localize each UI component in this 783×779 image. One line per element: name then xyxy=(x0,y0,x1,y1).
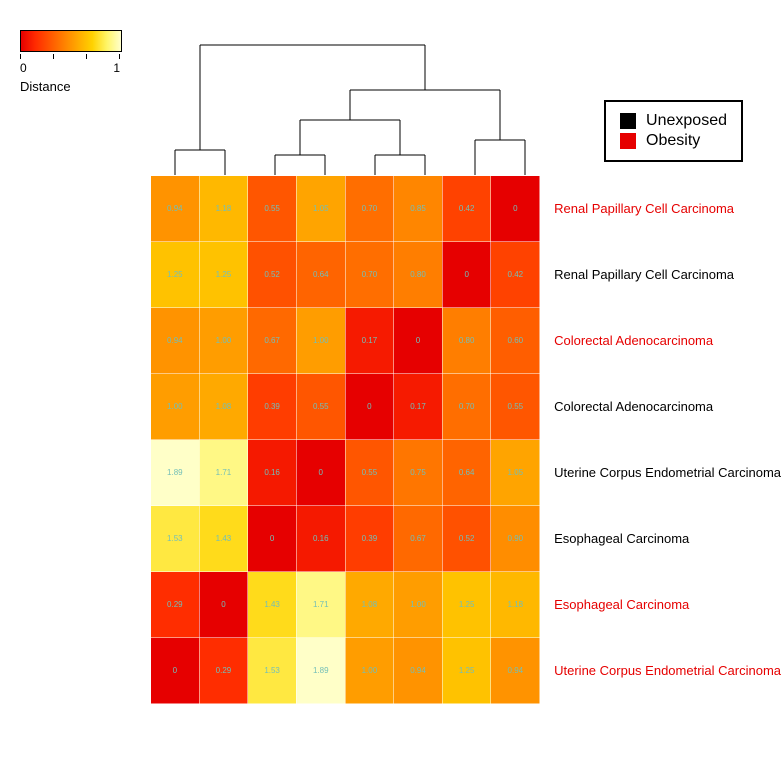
row-label: Uterine Corpus Endometrial Carcinoma xyxy=(540,638,783,704)
heatmap-cell: 0.90 xyxy=(491,506,540,572)
heatmap-cell: 1.89 xyxy=(296,638,345,704)
heatmap-cell: 0.94 xyxy=(151,176,200,242)
heatmap-row: 1.001.080.390.5500.170.700.55Colorectal … xyxy=(151,374,783,440)
heatmap-cell: 1.25 xyxy=(199,242,248,308)
row-label: Renal Papillary Cell Carcinoma xyxy=(540,176,783,242)
heatmap-cell: 0 xyxy=(491,176,540,242)
heatmap-cell: 1.89 xyxy=(151,440,200,506)
heatmap-row: 1.251.250.520.640.700.8000.42Renal Papil… xyxy=(151,242,783,308)
heatmap-cell: 0.85 xyxy=(394,176,443,242)
legend: Unexposed Obesity xyxy=(604,100,743,162)
heatmap-cell: 1.25 xyxy=(151,242,200,308)
heatmap-cell: 0.52 xyxy=(442,506,491,572)
heatmap-cell: 0.67 xyxy=(248,308,297,374)
heatmap-cell: 1.71 xyxy=(296,572,345,638)
heatmap-cell: 0 xyxy=(394,308,443,374)
heatmap-cell: 0.64 xyxy=(442,440,491,506)
heatmap-cell: 0.60 xyxy=(491,308,540,374)
heatmap-cell: 1.25 xyxy=(442,638,491,704)
row-label: Colorectal Adenocarcinoma xyxy=(540,374,783,440)
heatmap-cell: 0 xyxy=(151,638,200,704)
row-label: Uterine Corpus Endometrial Carcinoma xyxy=(540,440,783,506)
row-label: Colorectal Adenocarcinoma xyxy=(540,308,783,374)
heatmap: 0.941.180.551.050.700.850.420Renal Papil… xyxy=(150,175,783,704)
heatmap-cell: 0.94 xyxy=(151,308,200,374)
heatmap-cell: 0.29 xyxy=(199,638,248,704)
heatmap-row: 0.941.000.671.000.1700.800.60Colorectal … xyxy=(151,308,783,374)
heatmap-row: 00.291.531.891.000.941.250.94Uterine Cor… xyxy=(151,638,783,704)
row-label: Esophageal Carcinoma xyxy=(540,572,783,638)
heatmap-cell: 1.43 xyxy=(248,572,297,638)
heatmap-cell: 0.52 xyxy=(248,242,297,308)
heatmap-cell: 1.05 xyxy=(296,176,345,242)
colorbar-min: 0 xyxy=(20,61,27,75)
heatmap-cell: 1.53 xyxy=(151,506,200,572)
heatmap-cell: 0.39 xyxy=(248,374,297,440)
heatmap-cell: 1.25 xyxy=(442,572,491,638)
heatmap-cell: 1.00 xyxy=(345,638,394,704)
heatmap-cell: 0.29 xyxy=(151,572,200,638)
heatmap-cell: 1.18 xyxy=(491,572,540,638)
heatmap-cell: 0.16 xyxy=(296,506,345,572)
colorbar-ticks xyxy=(20,54,120,59)
colorbar-gradient xyxy=(20,30,122,52)
column-dendrogram xyxy=(150,30,550,175)
heatmap-row: 1.891.710.1600.550.750.641.05Uterine Cor… xyxy=(151,440,783,506)
heatmap-cell: 0.80 xyxy=(394,242,443,308)
heatmap-cell: 0.55 xyxy=(345,440,394,506)
heatmap-cell: 1.53 xyxy=(248,638,297,704)
colorbar: 0 1 Distance xyxy=(20,30,122,94)
heatmap-cell: 0.16 xyxy=(248,440,297,506)
heatmap-cell: 0 xyxy=(248,506,297,572)
heatmap-cell: 0.55 xyxy=(491,374,540,440)
heatmap-cell: 0.17 xyxy=(394,374,443,440)
row-label: Esophageal Carcinoma xyxy=(540,506,783,572)
heatmap-cell: 1.43 xyxy=(199,506,248,572)
heatmap-cell: 0.42 xyxy=(491,242,540,308)
colorbar-labels: 0 1 xyxy=(20,61,120,75)
heatmap-row: 0.941.180.551.050.700.850.420Renal Papil… xyxy=(151,176,783,242)
heatmap-cell: 1.18 xyxy=(199,176,248,242)
heatmap-cell: 1.71 xyxy=(199,440,248,506)
heatmap-cell: 0 xyxy=(296,440,345,506)
colorbar-max: 1 xyxy=(113,61,120,75)
row-label: Renal Papillary Cell Carcinoma xyxy=(540,242,783,308)
heatmap-cell: 1.08 xyxy=(199,374,248,440)
heatmap-cell: 0 xyxy=(345,374,394,440)
legend-item: Unexposed xyxy=(620,112,727,130)
heatmap-cell: 1.00 xyxy=(394,572,443,638)
heatmap-cell: 0.64 xyxy=(296,242,345,308)
heatmap-cell: 0.55 xyxy=(296,374,345,440)
heatmap-cell: 0.67 xyxy=(394,506,443,572)
heatmap-cell: 0.94 xyxy=(491,638,540,704)
heatmap-row: 1.531.4300.160.390.670.520.90Esophageal … xyxy=(151,506,783,572)
heatmap-cell: 0.42 xyxy=(442,176,491,242)
legend-item: Obesity xyxy=(620,132,727,150)
heatmap-cell: 0 xyxy=(199,572,248,638)
heatmap-cell: 1.00 xyxy=(199,308,248,374)
heatmap-cell: 0.70 xyxy=(345,176,394,242)
heatmap-cell: 1.08 xyxy=(345,572,394,638)
legend-swatch xyxy=(620,113,636,129)
legend-label: Unexposed xyxy=(646,112,727,130)
heatmap-cell: 0.94 xyxy=(394,638,443,704)
heatmap-cell: 0.55 xyxy=(248,176,297,242)
colorbar-title: Distance xyxy=(20,79,122,94)
heatmap-cell: 0.39 xyxy=(345,506,394,572)
heatmap-cell: 0.70 xyxy=(345,242,394,308)
heatmap-cell: 0.80 xyxy=(442,308,491,374)
heatmap-cell: 0.75 xyxy=(394,440,443,506)
heatmap-cell: 0 xyxy=(442,242,491,308)
heatmap-cell: 1.00 xyxy=(296,308,345,374)
heatmap-row: 0.2901.431.711.081.001.251.18Esophageal … xyxy=(151,572,783,638)
heatmap-cell: 1.05 xyxy=(491,440,540,506)
heatmap-cell: 0.17 xyxy=(345,308,394,374)
legend-label: Obesity xyxy=(646,132,700,150)
heatmap-cell: 1.00 xyxy=(151,374,200,440)
legend-swatch xyxy=(620,133,636,149)
heatmap-cell: 0.70 xyxy=(442,374,491,440)
